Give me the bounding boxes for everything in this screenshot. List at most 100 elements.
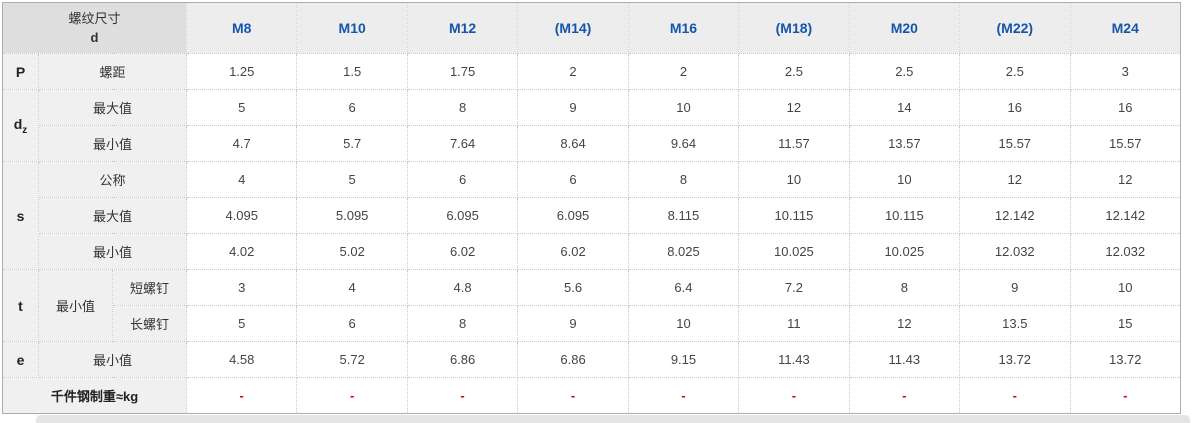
- data-cell: 1.5: [296, 53, 408, 90]
- data-cell: -: [848, 377, 961, 414]
- table-row: P 螺距 1.25 1.5 1.75 2 2 2.5 2.5 2.5 3: [2, 53, 1181, 90]
- data-cell: -: [296, 377, 408, 414]
- data-cell: 9: [959, 269, 1071, 306]
- data-cell: 5.02: [296, 233, 408, 270]
- row-group-label: d: [13, 115, 23, 132]
- table-row: e 最小值 4.58 5.72 6.86 6.86 9.15 11.43 11.43 13.72 1…: [2, 341, 1181, 378]
- data-cell: 11.43: [738, 341, 850, 378]
- data-cell: 6.02: [517, 233, 629, 270]
- data-cell: 6.095: [406, 197, 519, 234]
- row-label: 最小值: [38, 341, 187, 378]
- data-cell: 7.64: [406, 125, 519, 162]
- data-cell: 8: [406, 89, 519, 126]
- row-group-header: e: [2, 341, 39, 378]
- data-cell: 10: [627, 305, 740, 342]
- header-row: 螺纹尺寸 d M8 M10 M12 (M14) M16 (M18) M20 (M22) M24: [2, 2, 1181, 54]
- data-cell: 10.025: [738, 233, 850, 270]
- row-label: 最大值: [38, 197, 187, 234]
- table-row: 千件钢制重≈kg - - - - - - - - -: [2, 377, 1181, 414]
- column-header-m20: M20: [848, 2, 961, 54]
- data-cell: 1.75: [406, 53, 519, 90]
- data-cell: 8.115: [627, 197, 740, 234]
- data-cell: 4.7: [185, 125, 298, 162]
- table-row: 最大值 4.095 5.095 6.095 6.095 8.115 10.115 10.115…: [3, 197, 1181, 234]
- data-cell: 11: [738, 305, 850, 342]
- data-cell: 8: [848, 269, 961, 306]
- data-cell: 16: [959, 89, 1071, 126]
- data-cell: 12.032: [1069, 233, 1181, 270]
- data-cell: 12.032: [959, 233, 1071, 270]
- data-cell: 10: [627, 89, 740, 126]
- table-row: 最小值 4.02 5.02 6.02 6.02 8.025 10.025 10.025 12.0…: [3, 233, 1181, 270]
- data-cell: 2: [627, 53, 740, 90]
- row-group-label-subscript: z: [22, 124, 28, 136]
- data-cell: 1.25: [185, 53, 298, 90]
- data-cell: 13.5: [959, 305, 1071, 342]
- data-cell: 15.57: [959, 125, 1071, 162]
- data-cell: 2.5: [738, 53, 850, 90]
- data-cell: 10: [848, 161, 961, 198]
- data-cell: 7.2: [738, 269, 850, 306]
- row-label: 千件钢制重≈kg: [2, 377, 187, 414]
- data-cell: 4: [296, 269, 408, 306]
- data-cell: -: [738, 377, 850, 414]
- data-cell: 8: [406, 305, 519, 342]
- data-cell: 4.02: [185, 233, 298, 270]
- row-label: 螺距: [38, 53, 187, 90]
- data-cell: 9.64: [627, 125, 740, 162]
- data-cell: 6: [296, 89, 408, 126]
- data-cell: 10: [1069, 269, 1181, 306]
- data-cell: 13.72: [959, 341, 1071, 378]
- table-row: s 公称 4 5 6 6 8 10 10 12 12: [2, 161, 1181, 270]
- data-cell: 5: [296, 161, 408, 198]
- data-cell: 9: [517, 305, 629, 342]
- data-cell: -: [185, 377, 298, 414]
- row-group-header: t: [2, 269, 39, 342]
- data-cell: 6: [517, 161, 629, 198]
- data-cell: 10: [738, 161, 850, 198]
- data-cell: 6.02: [406, 233, 519, 270]
- table-row: 最小值 4.7 5.7 7.64 8.64 9.64 11.57 13.57 15.57 15.5…: [3, 125, 1181, 162]
- column-header-m16: M16: [627, 2, 740, 54]
- table-row: dz 最大值 5 6 8 9 10 12 14 16 16: [2, 89, 1181, 162]
- corner-header-line2: d: [90, 30, 99, 45]
- data-cell: 3: [185, 269, 298, 306]
- data-cell: 13.57: [848, 125, 961, 162]
- data-cell: 4.8: [406, 269, 519, 306]
- data-cell: 6.86: [406, 341, 519, 378]
- column-header-m8: M8: [185, 2, 298, 54]
- data-cell: 11.43: [848, 341, 961, 378]
- data-cell: -: [406, 377, 519, 414]
- data-cell: 5.72: [296, 341, 408, 378]
- data-cell: -: [959, 377, 1071, 414]
- data-cell: 15: [1069, 305, 1181, 342]
- data-cell: 8.64: [517, 125, 629, 162]
- table-row: t 最小值 短螺钉 3 4 4.8 5.6 6.4 7.2 8 9 10: [2, 269, 1181, 342]
- column-header-m12: M12: [406, 2, 519, 54]
- data-cell: 8: [627, 161, 740, 198]
- data-cell: 12: [1069, 161, 1181, 198]
- data-cell: 6.4: [627, 269, 740, 306]
- data-cell: -: [517, 377, 629, 414]
- data-cell: 4: [185, 161, 298, 198]
- data-cell: 5.095: [296, 197, 408, 234]
- row-group-label: P: [15, 63, 26, 80]
- spec-table-header: 螺纹尺寸 d M8 M10 M12 (M14) M16 (M18) M20 (M22) M24: [2, 2, 1181, 54]
- row-group-label: t: [18, 297, 23, 314]
- data-cell: 15.57: [1069, 125, 1181, 162]
- data-cell: 3: [1069, 53, 1181, 90]
- row-label: 短螺钉: [112, 269, 187, 306]
- data-cell: 14: [848, 89, 961, 126]
- data-cell: 11.57: [738, 125, 850, 162]
- row-label: 最大值: [38, 89, 187, 126]
- column-header-m14: (M14): [517, 2, 629, 54]
- data-cell: 10.025: [848, 233, 961, 270]
- data-cell: 8.025: [627, 233, 740, 270]
- data-cell: 6: [406, 161, 519, 198]
- data-cell: 4.095: [185, 197, 298, 234]
- data-cell: 5: [185, 305, 298, 342]
- data-cell: -: [1069, 377, 1181, 414]
- data-cell: 6: [296, 305, 408, 342]
